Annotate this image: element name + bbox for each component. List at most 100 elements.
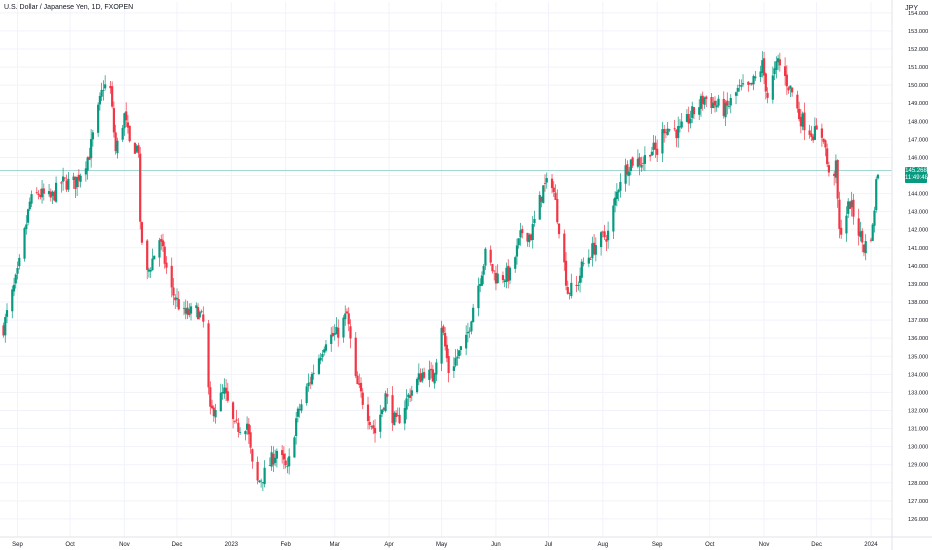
- candle-body: [444, 332, 447, 347]
- candle-down: [687, 106, 690, 133]
- candle-body: [422, 372, 426, 378]
- candle-down: [60, 181, 63, 193]
- time-tick-label: 2023: [225, 542, 239, 548]
- candle-down: [347, 307, 350, 332]
- candle-body: [60, 182, 63, 184]
- candle-body: [810, 133, 813, 137]
- candle-body: [734, 92, 738, 96]
- candle-body: [393, 412, 396, 426]
- candle-down: [109, 81, 112, 94]
- candle-up: [773, 61, 776, 80]
- candle-up: [614, 191, 617, 213]
- candle-body: [104, 84, 107, 89]
- candle-body: [717, 98, 720, 106]
- candle-down: [494, 265, 498, 291]
- candle-body: [864, 241, 867, 254]
- candle-down: [705, 95, 708, 108]
- candle-body: [293, 437, 296, 458]
- candle-up: [759, 65, 762, 83]
- candle-up: [428, 360, 431, 388]
- candle-body: [209, 387, 212, 407]
- candle-body: [759, 71, 762, 78]
- candle-body: [796, 94, 799, 109]
- candle-body: [650, 151, 654, 156]
- time-tick-label: 2024: [864, 542, 878, 548]
- candle-body: [861, 230, 864, 243]
- candle-down: [626, 160, 629, 177]
- candle-body: [275, 450, 278, 459]
- candle-body: [151, 258, 154, 271]
- candle-body: [174, 297, 177, 301]
- candle-body: [664, 132, 668, 133]
- candle-up: [668, 128, 671, 133]
- candle-up: [370, 425, 373, 430]
- candle-body: [123, 113, 126, 129]
- candle-body: [202, 314, 205, 322]
- candle-up: [594, 237, 597, 262]
- candle-up: [98, 92, 101, 111]
- time-tick-label: Sep: [652, 542, 663, 548]
- candle-down: [394, 410, 398, 423]
- candle-up: [415, 377, 419, 394]
- time-tick-label: Dec: [811, 542, 822, 548]
- candle-body: [195, 305, 198, 309]
- candle-down: [799, 109, 802, 134]
- candle-body: [98, 96, 101, 105]
- candle-down: [796, 90, 799, 113]
- candle-body: [822, 138, 825, 142]
- candle-down: [444, 327, 447, 351]
- candle-up: [703, 96, 706, 109]
- candle-down: [750, 82, 753, 86]
- candle-up: [149, 267, 152, 278]
- candle-body: [2, 325, 5, 336]
- candle-body: [261, 482, 264, 483]
- candle-body: [624, 165, 627, 184]
- price-axis[interactable]: 126.000 127.000 128.000 129.000 130.000 131.0…: [891, 0, 928, 550]
- candle-up: [175, 288, 179, 307]
- candle-body: [605, 239, 608, 242]
- candle-body: [712, 102, 715, 109]
- candle-down: [368, 415, 371, 430]
- candle-body: [210, 405, 214, 409]
- candle-up: [480, 271, 484, 287]
- candle-up: [459, 345, 462, 356]
- price-tick-label: 132.000: [908, 408, 928, 414]
- candle-body: [529, 234, 533, 241]
- candle-body: [428, 369, 431, 380]
- candle-up: [61, 167, 65, 191]
- candle-body: [761, 60, 764, 73]
- candle-body: [114, 132, 117, 152]
- candle-down: [575, 276, 578, 293]
- candle-body: [589, 259, 592, 260]
- candle-body: [845, 215, 848, 234]
- candle-down: [139, 146, 142, 230]
- candle-down: [507, 259, 510, 289]
- candle-down: [202, 306, 205, 328]
- candle-up: [542, 185, 545, 204]
- price-tick-label: 135.000: [908, 354, 928, 360]
- grid: [0, 2, 892, 537]
- candle-up: [300, 399, 303, 414]
- candle-down: [848, 200, 852, 209]
- price-tick-label: 142.000: [908, 228, 928, 234]
- candle-body: [121, 127, 124, 140]
- candle-body: [575, 284, 578, 286]
- candle-body: [705, 96, 708, 99]
- candle-body: [871, 224, 874, 241]
- candle-body: [813, 126, 816, 140]
- candle-body: [447, 356, 450, 374]
- candle-body: [675, 129, 678, 139]
- time-axis[interactable]: Sep Oct Nov Dec 2023 Feb Mar Apr May Jun Jul Aug Sep…: [0, 536, 932, 548]
- candle-body: [170, 265, 173, 288]
- candle-up: [26, 208, 30, 226]
- candle-body: [848, 201, 852, 209]
- candle-body: [91, 132, 94, 140]
- candle-body: [834, 160, 838, 178]
- candle-up: [4, 313, 7, 343]
- candle-down: [373, 419, 377, 443]
- candle-body: [79, 175, 82, 182]
- candle-down: [209, 381, 212, 415]
- candle-body: [785, 74, 788, 87]
- candle-body: [628, 171, 631, 176]
